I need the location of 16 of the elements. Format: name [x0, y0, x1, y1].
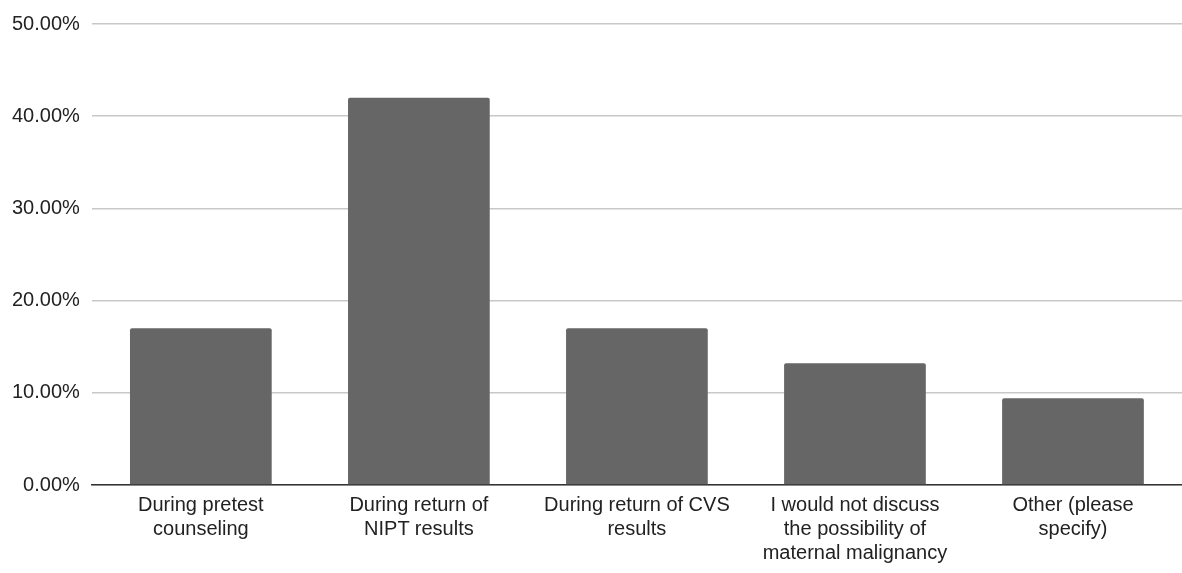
- y-tick-label: 50.00%: [11, 11, 81, 34]
- bar: [566, 328, 708, 485]
- y-tick-label: 0.00%: [23, 472, 81, 495]
- x-tick-label: During return of NIPT results: [349, 492, 489, 539]
- y-tick-label: 40.00%: [11, 103, 81, 126]
- y-tick-label: 30.00%: [11, 195, 81, 218]
- x-tick-label: Other (please specify): [1012, 492, 1134, 539]
- bar: [1002, 398, 1144, 485]
- x-tick-label: I would not discuss the possibility of maternal malignancy: [762, 492, 948, 563]
- y-tick-label: 10.00%: [11, 380, 81, 403]
- x-tick-label: During return of CVS results: [544, 492, 730, 539]
- bar: [784, 363, 926, 485]
- x-tick-label: During pretest counseling: [138, 492, 265, 539]
- bar: [348, 97, 490, 485]
- bar: [129, 328, 272, 485]
- y-tick-label: 20.00%: [11, 288, 81, 311]
